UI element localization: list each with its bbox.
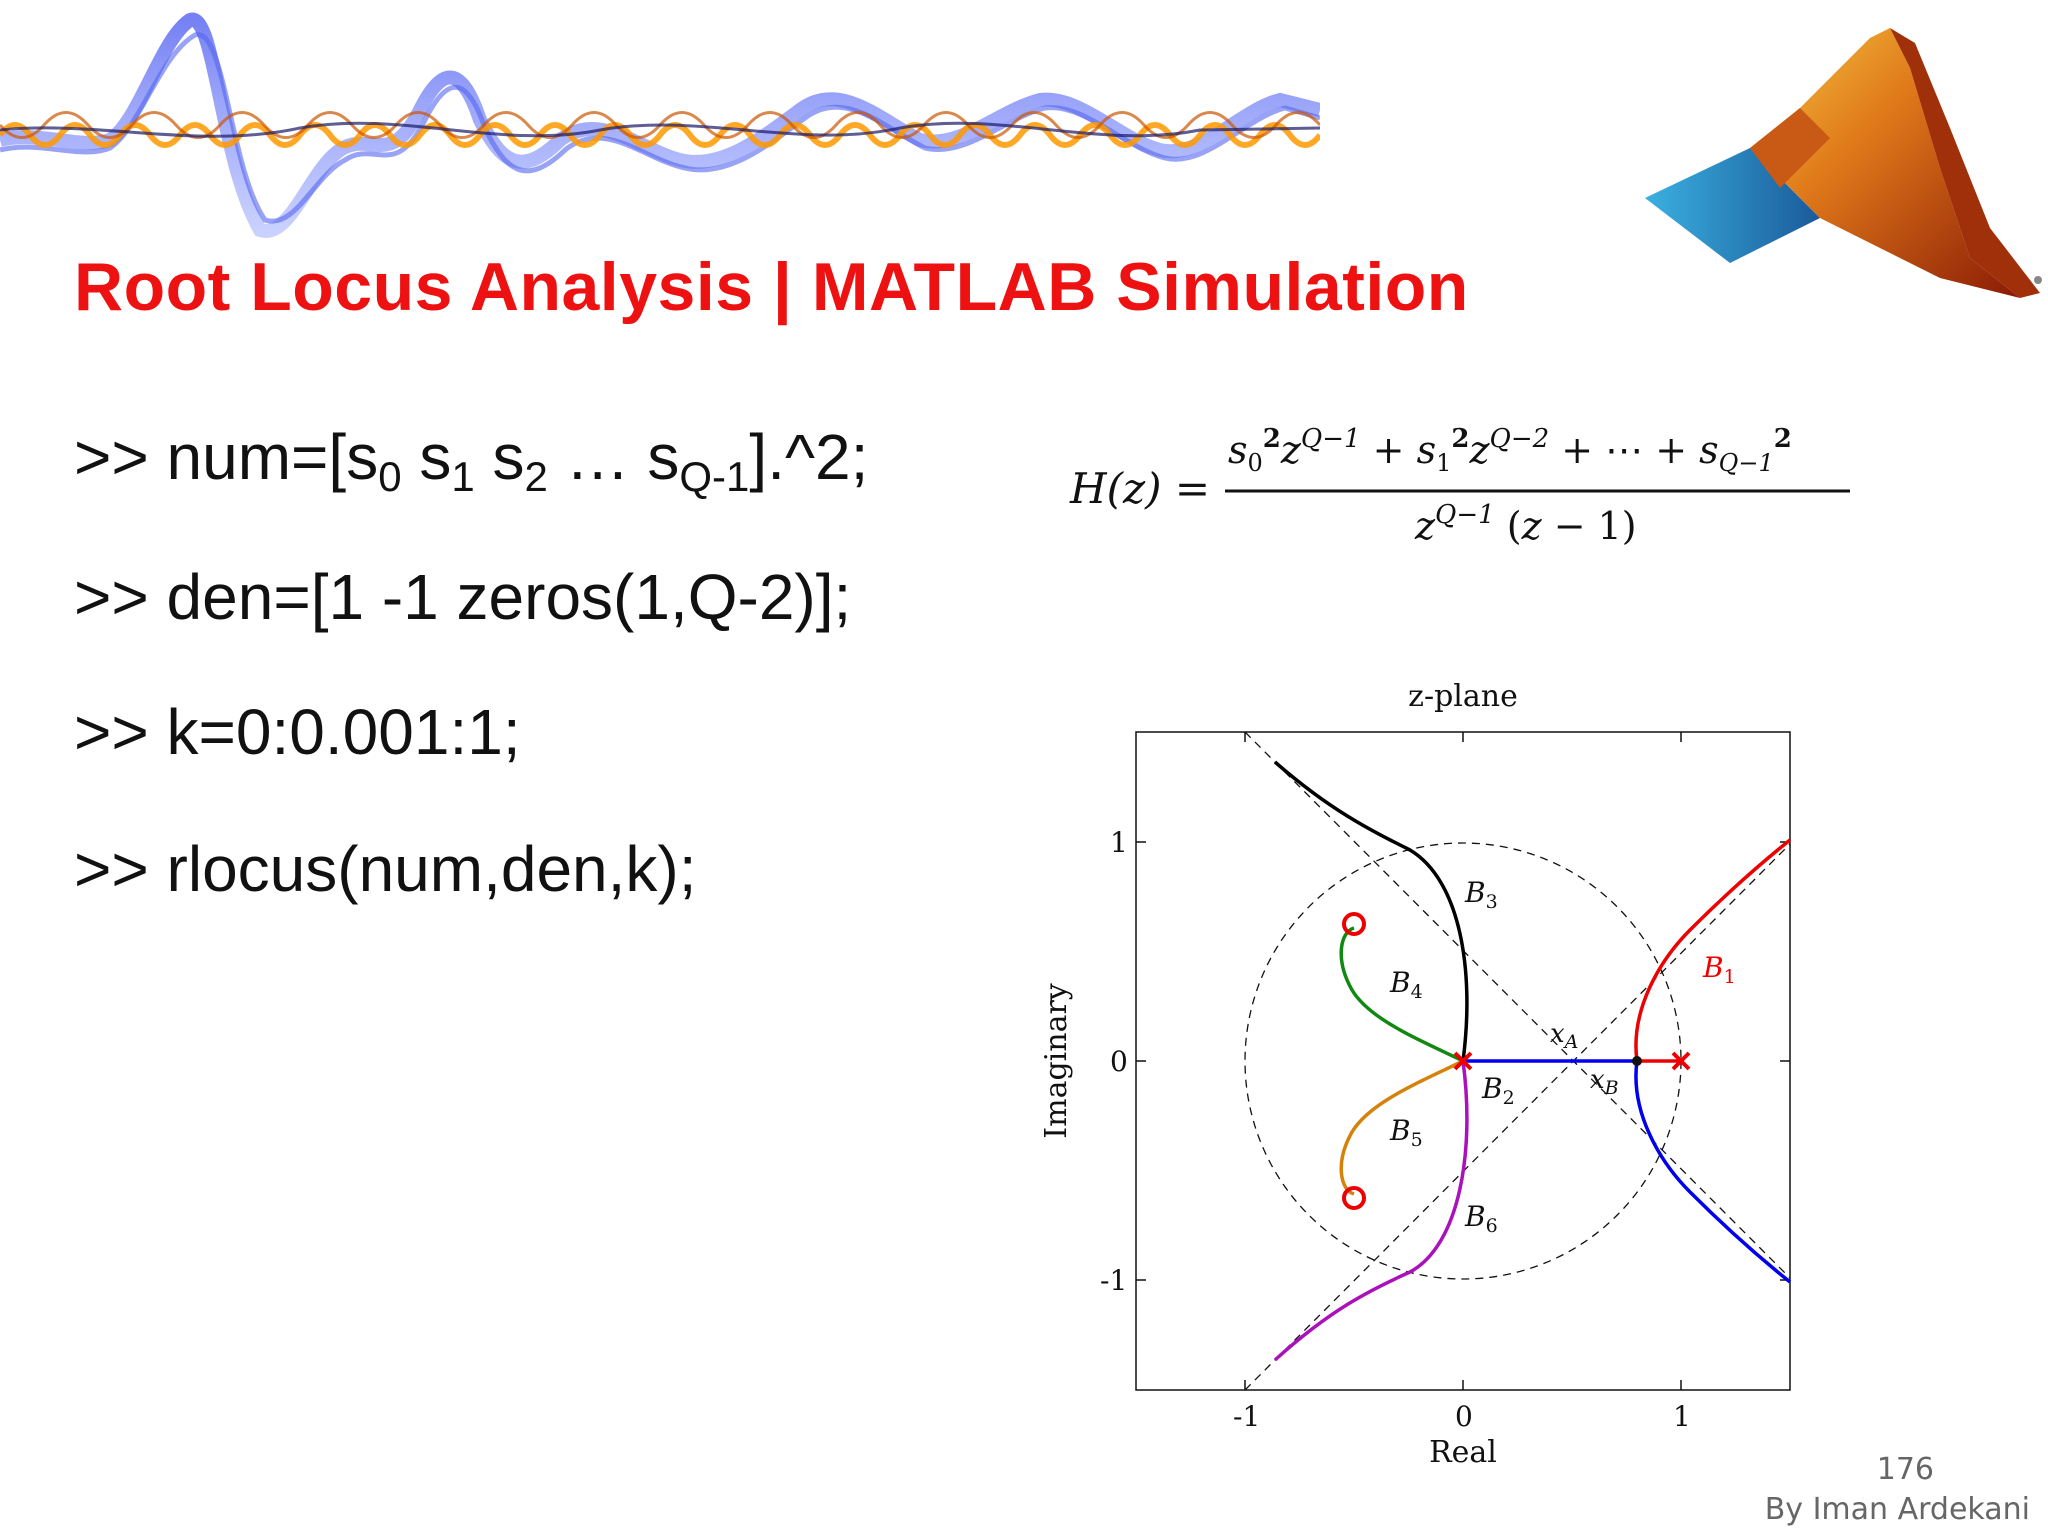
wave-banner-image xyxy=(0,12,1320,238)
branch-b1-mirror xyxy=(1634,1060,1792,1284)
label-xa: xA xyxy=(1550,1019,1578,1053)
label-b5: B5 xyxy=(1389,1114,1423,1151)
diagram-title: z-plane xyxy=(1408,679,1518,714)
label-xb: xB xyxy=(1590,1065,1619,1099)
label-b6: B6 xyxy=(1464,1200,1498,1237)
y-tick-1: 1 xyxy=(1110,826,1128,859)
matlab-logo-icon xyxy=(1645,28,2042,298)
svg-text:zQ−1 (z − 1): zQ−1 (z − 1) xyxy=(1414,500,1637,548)
y-tick-0: 0 xyxy=(1110,1045,1128,1078)
branch-b4 xyxy=(1339,926,1464,1063)
asymptote-2 xyxy=(1244,843,1791,1391)
label-b2: B2 xyxy=(1481,1072,1515,1109)
branch-b5 xyxy=(1339,1059,1464,1196)
asymptote-1 xyxy=(1244,731,1791,1279)
transfer-function-equation: H(z) = s02zQ−1 + s12zQ−2 + ⋯ + sQ−12 zQ−… xyxy=(1069,424,1850,548)
branch-b3 xyxy=(1273,760,1469,1062)
label-b3: B3 xyxy=(1464,876,1498,913)
pole-marker-origin xyxy=(1453,1051,1473,1071)
zero-marker-upper xyxy=(1342,912,1366,936)
command-line-den: >> den=[1 -1 zeros(1,Q-2)]; xyxy=(74,561,852,633)
svg-text:H(z) =: H(z) = xyxy=(1069,464,1210,513)
label-b4: B4 xyxy=(1389,966,1423,1003)
branch-b1 xyxy=(1634,838,1792,1062)
command-line-rlocus: >> rlocus(num,den,k); xyxy=(74,833,697,905)
pole-marker-one xyxy=(1671,1051,1691,1071)
zero-marker-lower xyxy=(1342,1186,1366,1210)
y-tick-neg1: -1 xyxy=(1100,1264,1127,1297)
svg-text:s02zQ−1 + s12zQ−2 + ⋯ + sQ−12: s02zQ−1 + s12zQ−2 + ⋯ + sQ−12 xyxy=(1228,424,1792,477)
label-b1: B1 xyxy=(1702,951,1736,988)
page-title: Root Locus Analysis | MATLAB Simulation xyxy=(74,249,1469,325)
breakaway-point xyxy=(1632,1056,1642,1066)
branch-b6 xyxy=(1273,1060,1469,1362)
axis-ticks xyxy=(1136,732,1790,1390)
author-credit: By Iman Ardekani xyxy=(1764,1492,2030,1527)
command-line-k: >> k=0:0.001:1; xyxy=(74,696,521,768)
x-tick-neg1: -1 xyxy=(1233,1400,1260,1433)
x-tick-1: 1 xyxy=(1673,1400,1691,1433)
command-line-num: >> num=[s0 s1 s2 … sQ-1].^2; xyxy=(74,421,869,500)
y-axis-label: Imaginary xyxy=(1039,983,1074,1139)
x-axis-label: Real xyxy=(1429,1435,1497,1470)
root-locus-diagram: z-plane -1 0 1 1 0 -1 Real Imaginary B1 … xyxy=(1039,679,1792,1470)
page-number: 176 xyxy=(1876,1452,1934,1487)
x-tick-0: 0 xyxy=(1455,1400,1473,1433)
